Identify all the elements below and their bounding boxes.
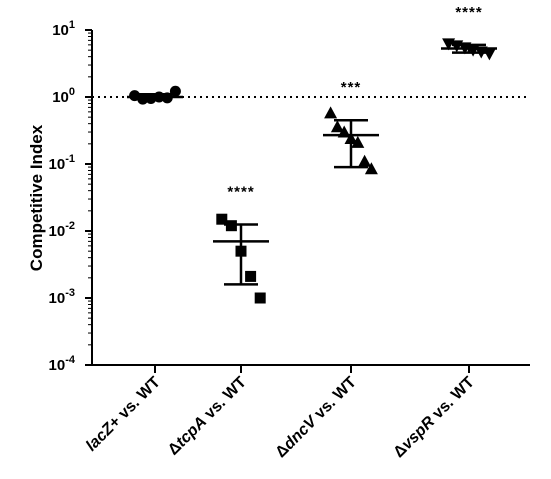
- data-point-circle: [145, 92, 157, 104]
- data-point-circle: [169, 85, 181, 97]
- data-point-circle: [137, 93, 149, 105]
- significance-label: ****: [227, 184, 254, 201]
- data-point-square: [235, 245, 247, 257]
- y-tick-label: 10-1: [49, 153, 75, 173]
- x-category-label: lacZ+ vs. WT: [83, 374, 164, 455]
- data-point-triangle-up: [330, 120, 344, 133]
- data-point-circle: [153, 91, 165, 103]
- y-axis-title: Competitive Index: [27, 124, 46, 271]
- y-tick-label: 10-3: [49, 287, 75, 307]
- y-tick-label: 10-2: [49, 220, 75, 240]
- data-point-triangle-up: [364, 162, 378, 175]
- y-tick-label: 101: [52, 19, 75, 39]
- data-point-triangle-down: [482, 48, 496, 61]
- data-point-triangle-up: [351, 135, 365, 148]
- data-point-triangle-up: [337, 125, 351, 138]
- x-category-label: ΔtcpA vs. WT: [165, 374, 250, 459]
- significance-label: ****: [455, 4, 482, 21]
- data-point-triangle-up: [324, 106, 338, 119]
- significance-label: ***: [341, 79, 362, 96]
- data-point-square: [225, 220, 237, 232]
- data-point-square: [216, 213, 228, 225]
- x-category-label: ΔvspR vs. WT: [390, 374, 478, 462]
- x-category-label: ΔdncV vs. WT: [272, 374, 360, 462]
- y-tick-label: 10-4: [49, 354, 76, 374]
- data-point-square: [254, 292, 266, 304]
- data-point-triangle-up: [358, 154, 372, 167]
- data-point-square: [245, 270, 257, 282]
- y-tick-label: 100: [52, 86, 75, 106]
- data-point-triangle-up: [344, 132, 358, 145]
- data-point-circle: [161, 92, 173, 104]
